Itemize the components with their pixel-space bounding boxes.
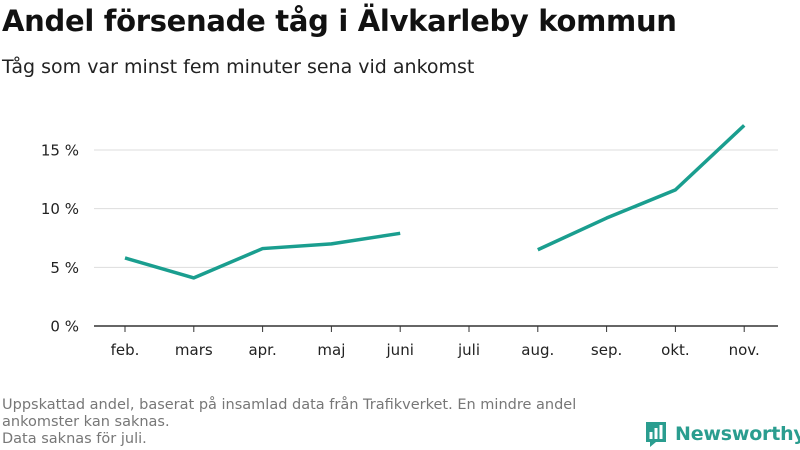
series-line [537, 124, 746, 252]
footnote-line: Uppskattad andel, baserat på insamlad da… [2, 397, 577, 413]
y-tick-label: 10 % [41, 200, 79, 218]
x-tick-label: sep. [591, 341, 622, 359]
footnote-line: ankomster kan saknas. [2, 414, 170, 430]
x-tick-label: okt. [661, 341, 690, 359]
footnote: Uppskattad andel, baserat på insamlad da… [2, 397, 642, 448]
x-tick-label: juli [457, 341, 480, 359]
newsworthy-logo: Newsworthy [644, 419, 800, 449]
series-line [124, 231, 401, 280]
y-tick-label: 5 % [50, 259, 79, 277]
x-tick-label: feb. [111, 341, 140, 359]
y-tick-label: 15 % [41, 142, 79, 160]
y-tick-label: 0 % [50, 318, 79, 336]
chart-subtitle: Tåg som var minst fem minuter sena vid a… [2, 56, 475, 78]
bar-chart-icon [646, 422, 666, 447]
x-tick-label: aug. [521, 341, 554, 359]
x-tick-label: maj [317, 341, 345, 359]
x-tick-label: juni [386, 341, 414, 359]
footnote-line: Data saknas för juli. [2, 431, 147, 447]
brand-name: Newsworthy [675, 423, 800, 445]
x-tick-label: mars [175, 341, 213, 359]
chart-title: Andel försenade tåg i Älvkarleby kommun [2, 4, 677, 38]
x-tick-label: nov. [729, 341, 760, 359]
x-tick-label: apr. [248, 341, 276, 359]
